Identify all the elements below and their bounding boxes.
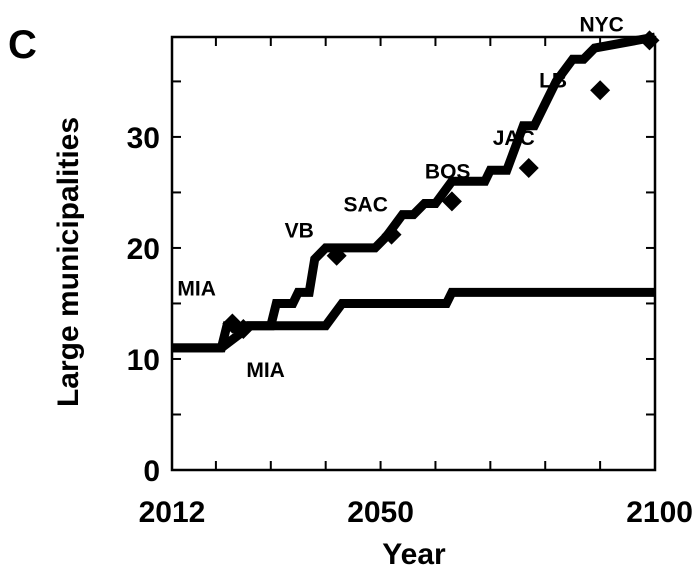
city-label: JAC bbox=[493, 127, 535, 150]
city-marker bbox=[233, 318, 254, 339]
city-marker bbox=[326, 245, 347, 266]
city-label: BOS bbox=[425, 160, 471, 183]
y-tick-label: 20 bbox=[127, 233, 160, 266]
y-tick-label: 0 bbox=[143, 455, 160, 488]
y-axis-label: Large municipalities bbox=[52, 117, 85, 407]
city-label: LB bbox=[539, 69, 567, 92]
plot-area: MIA MIA VB SAC BOS JAC LB NYC bbox=[170, 13, 660, 472]
city-marker bbox=[590, 80, 611, 101]
city-label: VB bbox=[285, 220, 314, 243]
panel-letter: C bbox=[8, 23, 37, 67]
city-label: MIA bbox=[246, 359, 285, 382]
y-tick-label: 10 bbox=[127, 344, 160, 377]
city-label: MIA bbox=[177, 277, 216, 300]
series-line-2 bbox=[172, 287, 655, 353]
city-marker bbox=[518, 158, 539, 179]
city-marker bbox=[441, 191, 462, 212]
city-label: NYC bbox=[580, 13, 624, 36]
y-axis: 0 10 20 30 bbox=[127, 80, 655, 488]
x-axis: 2012 2050 2100 bbox=[139, 37, 693, 529]
x-tick-label: 2100 bbox=[626, 496, 693, 529]
plot-frame bbox=[170, 35, 657, 472]
city-marker bbox=[381, 224, 402, 245]
city-marker bbox=[639, 30, 660, 51]
y-tick-label: 30 bbox=[127, 122, 160, 155]
city-label: SAC bbox=[344, 194, 388, 217]
x-axis-label: Year bbox=[382, 538, 446, 571]
x-tick-label: 2012 bbox=[139, 496, 206, 529]
x-tick-label: 2050 bbox=[347, 496, 414, 529]
